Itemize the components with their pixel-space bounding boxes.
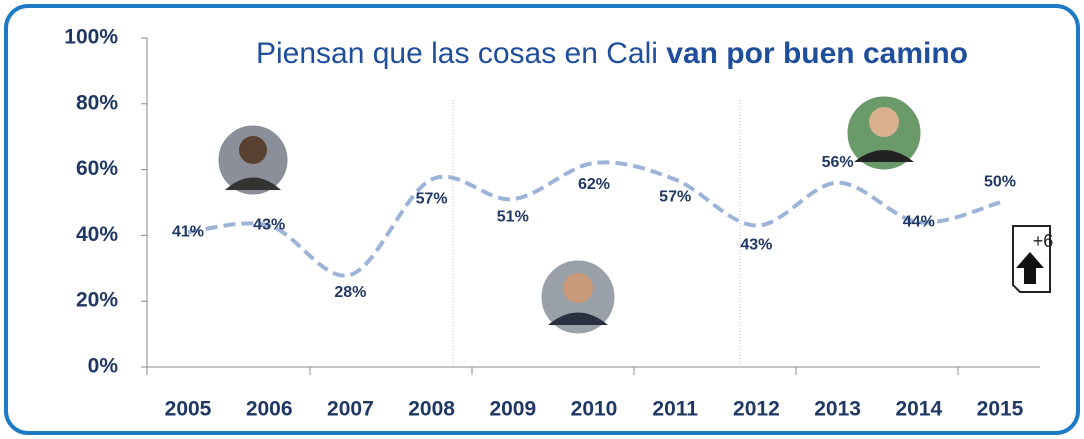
x-tick-label: 2008 <box>408 398 455 421</box>
value-label: 62% <box>578 176 610 193</box>
value-label: 43% <box>740 237 772 254</box>
y-tick-label: 60% <box>76 157 118 180</box>
value-label: 41% <box>172 223 204 240</box>
y-tick-label: 0% <box>88 355 119 378</box>
y-tick-label: 40% <box>76 223 118 246</box>
y-tick-label: 80% <box>76 91 118 114</box>
annotation: +6 <box>1033 231 1054 251</box>
x-tick-label: 2014 <box>895 398 942 421</box>
x-tick-label: 2015 <box>977 398 1024 421</box>
chart-title: Piensan que las cosas en Cali van por bu… <box>256 37 968 70</box>
photo <box>844 93 924 173</box>
x-tick-label: 2010 <box>571 398 618 421</box>
x-tick-label: 2011 <box>652 398 698 421</box>
x-tick-label: 2006 <box>246 398 293 421</box>
x-tick-label: 2009 <box>489 398 536 421</box>
value-label: 56% <box>822 154 854 171</box>
badge <box>1012 225 1051 293</box>
y-tick-label: 100% <box>64 26 118 49</box>
x-tick-label: 2012 <box>733 398 780 421</box>
title-emphasis: van por buen camino <box>666 37 968 70</box>
value-label: 28% <box>334 284 366 301</box>
value-label: 57% <box>659 189 691 206</box>
x-tick-label: 2013 <box>814 398 861 421</box>
x-tick-label: 2005 <box>165 398 212 421</box>
photo <box>538 257 618 337</box>
title-text: Piensan que las cosas en Cali <box>256 37 658 70</box>
value-label: 44% <box>903 213 935 230</box>
photo <box>215 122 291 198</box>
value-label: 57% <box>416 191 448 208</box>
x-tick-label: 2007 <box>327 398 374 421</box>
frame <box>4 4 1080 435</box>
value-label: 51% <box>497 208 529 225</box>
y-tick-label: 20% <box>76 289 118 312</box>
value-label: 43% <box>253 217 285 234</box>
value-label: 50% <box>984 174 1016 191</box>
